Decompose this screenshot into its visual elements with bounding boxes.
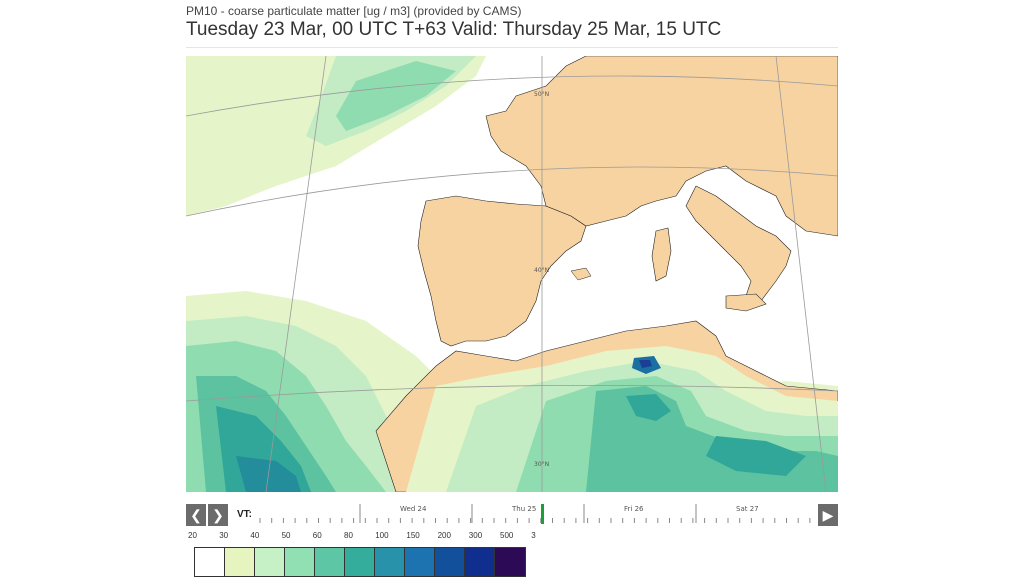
land-europe: [485, 56, 838, 237]
dust-africa-7: [639, 360, 652, 368]
legend-swatch: [435, 548, 465, 576]
vt-label: VT:: [237, 509, 252, 520]
dust-africa-5: [626, 394, 806, 476]
title-divider: [186, 47, 838, 48]
legend-label: 3: [531, 531, 536, 540]
graticule: [186, 56, 838, 492]
land-sardinia: [651, 227, 672, 282]
land-sicily: [725, 293, 767, 312]
legend-swatch: [405, 548, 435, 576]
chart-title: Tuesday 23 Mar, 00 UTC T+63 Valid: Thurs…: [186, 19, 722, 40]
legend-swatch: [225, 548, 255, 576]
legend-label: 300: [468, 531, 483, 540]
map-canvas: 50°N 40°N 30°N: [186, 56, 838, 492]
prev-step-button[interactable]: ❮: [186, 504, 206, 526]
timeline-ticks[interactable]: Wed 24 Thu 25 Fri 26 Sat 27: [252, 504, 814, 526]
plume-north-atlantic-core: [336, 61, 456, 131]
day-label: Sat 27: [736, 505, 759, 513]
play-button[interactable]: ▶: [818, 504, 838, 526]
legend-swatch: [285, 548, 315, 576]
legend-swatch: [255, 548, 285, 576]
legend-colorbar: [194, 547, 526, 577]
day-label: Fri 26: [624, 505, 644, 513]
legend-swatch: [315, 548, 345, 576]
legend-labels: 20 30 40 50 60 80 100 150 200 300 500 3: [186, 531, 546, 543]
play-icon: ▶: [822, 507, 834, 523]
legend-label: 150: [406, 531, 420, 540]
land-balearics: [570, 267, 592, 281]
legend-swatch: [375, 548, 405, 576]
land-iberia: [417, 195, 587, 347]
legend-label: 60: [312, 531, 322, 540]
legend-swatch: [495, 548, 525, 576]
legend-label: 100: [375, 531, 389, 540]
chevron-right-icon: ❯: [212, 507, 224, 523]
legend-label: 30: [219, 531, 229, 540]
legend-label: 40: [250, 531, 260, 540]
day-label: Wed 24: [400, 505, 427, 513]
legend-swatch: [195, 548, 225, 576]
chart-subtitle: PM10 - coarse particulate matter [ug / m…: [186, 4, 522, 18]
current-time-marker: [541, 504, 544, 524]
lat-label-40n: 40°N: [534, 267, 549, 274]
legend-swatch: [345, 548, 375, 576]
legend-label: 50: [281, 531, 291, 540]
time-slider[interactable]: ❮ ❯ VT: Wed 24 Thu 25 Fri 26 Sat 27 ▶: [186, 504, 838, 526]
legend-label: 20: [188, 531, 197, 540]
pm10-map: 50°N 40°N 30°N: [186, 56, 838, 492]
legend-label: 200: [437, 531, 451, 540]
legend-swatch: [465, 548, 495, 576]
day-label: Thu 25: [511, 505, 536, 513]
legend-label: 80: [344, 531, 353, 540]
next-step-button[interactable]: ❯: [208, 504, 228, 526]
lat-label-50n: 50°N: [534, 91, 549, 98]
chevron-left-icon: ❮: [190, 507, 202, 523]
lat-label-30n: 30°N: [534, 461, 549, 468]
legend-label: 500: [500, 531, 514, 540]
